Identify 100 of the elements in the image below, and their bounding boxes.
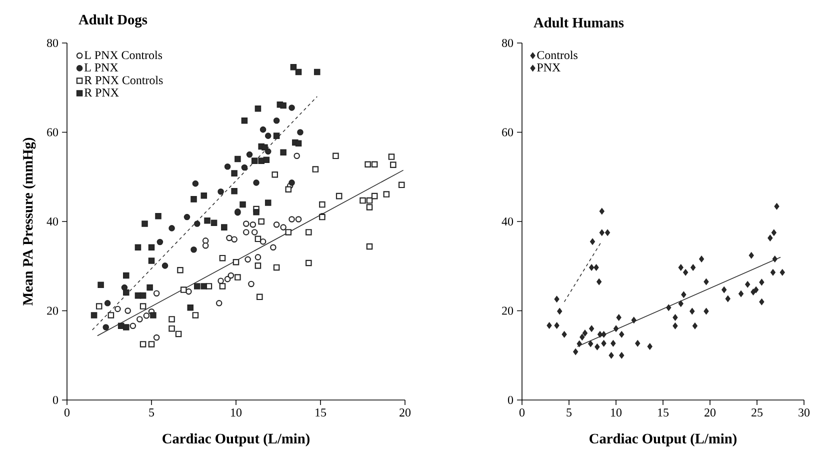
point [153, 334, 160, 341]
x-tick-label: 30 [798, 408, 810, 417]
point [596, 278, 602, 285]
point [134, 244, 142, 251]
point [194, 283, 200, 290]
point [224, 276, 231, 282]
point [725, 296, 730, 302]
point [768, 234, 773, 242]
point [610, 340, 616, 346]
y-tick-label: 60 [47, 128, 58, 136]
point [226, 234, 232, 242]
point [605, 230, 610, 236]
y-tick-label: 80 [502, 38, 514, 48]
point [297, 129, 304, 136]
point [588, 340, 594, 347]
y-tick-label: 80 [46, 38, 58, 48]
point [258, 158, 264, 164]
point [360, 197, 366, 204]
point [114, 306, 121, 312]
point [745, 281, 750, 288]
point [306, 229, 312, 236]
point [312, 166, 319, 172]
point [202, 242, 209, 249]
point [148, 258, 155, 264]
x-tick-label: 10 [231, 408, 242, 417]
point [148, 341, 155, 348]
point [192, 180, 199, 187]
point [221, 224, 228, 230]
x-tick-label: 0 [519, 408, 525, 417]
point [683, 269, 688, 276]
point [285, 229, 292, 236]
point [256, 294, 263, 300]
point [254, 254, 262, 260]
point [96, 303, 102, 310]
point [250, 221, 256, 228]
point [759, 279, 764, 286]
point [121, 284, 128, 291]
point [251, 158, 258, 164]
point [146, 284, 153, 291]
point [388, 154, 395, 160]
point [251, 229, 258, 236]
point [754, 286, 759, 293]
point [748, 252, 754, 259]
point [168, 325, 175, 332]
point [143, 312, 150, 319]
point [187, 304, 194, 311]
point [243, 229, 250, 236]
point [336, 192, 342, 200]
point [273, 118, 280, 124]
x-axis-title: Cardiac Output (L/min) [590, 433, 736, 446]
point [738, 290, 744, 297]
point [231, 188, 238, 194]
point [314, 68, 320, 76]
point [142, 220, 148, 227]
y-tick-label: 20 [47, 306, 58, 315]
point [140, 292, 146, 299]
point [248, 280, 254, 288]
point [294, 152, 300, 160]
point [366, 197, 373, 204]
point [123, 324, 130, 330]
point [190, 196, 197, 202]
point [136, 316, 143, 322]
point [231, 236, 238, 242]
legend-label: L PNX Controls [84, 50, 162, 60]
x-tick-label: 25 [752, 408, 763, 417]
x-tick-label: 20 [704, 408, 716, 417]
point [231, 170, 238, 176]
point [123, 272, 130, 279]
point [601, 340, 606, 346]
point [210, 220, 218, 226]
point [562, 331, 567, 338]
point [273, 264, 280, 271]
point [234, 274, 241, 280]
point [770, 269, 776, 276]
point [273, 132, 280, 139]
point [647, 343, 652, 350]
point [619, 331, 624, 338]
point [90, 312, 98, 318]
point [771, 230, 776, 236]
point [123, 289, 130, 296]
point [140, 303, 146, 310]
x-tick-label: 5 [566, 408, 572, 416]
point [704, 278, 709, 285]
point [108, 312, 114, 318]
y-tick-label: 60 [502, 128, 514, 136]
point [306, 260, 312, 266]
point [241, 164, 248, 171]
chart-title: Adult Humans [534, 17, 624, 28]
point [219, 254, 226, 262]
point [270, 244, 276, 251]
point [200, 192, 208, 199]
point [750, 288, 756, 296]
x-tick-label: 20 [400, 408, 411, 417]
point [155, 213, 162, 220]
point [264, 200, 272, 206]
point [272, 172, 278, 178]
point [204, 217, 210, 224]
point [102, 324, 110, 330]
point [635, 340, 640, 346]
point [589, 325, 594, 332]
